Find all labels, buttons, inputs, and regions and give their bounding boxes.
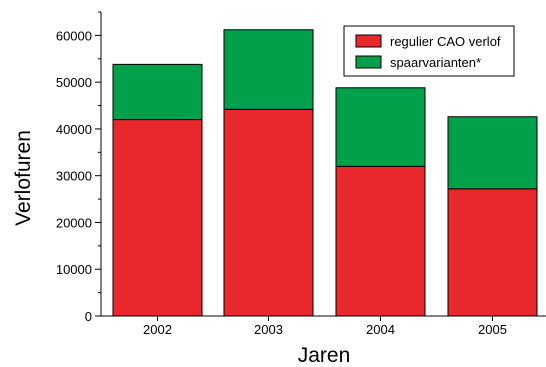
legend-label-spaar: spaarvarianten* <box>390 55 481 70</box>
bar-2002-regulier <box>112 119 203 317</box>
x-tick-label-2004: 2004 <box>366 322 395 337</box>
y-ticks-group: 0 10000 20000 30000 40000 50000 60000 <box>56 11 101 324</box>
bar-2004-spaarvarianten <box>335 87 426 167</box>
legend: regulier CAO verlof spaarvarianten* <box>343 25 515 77</box>
y-tick-label-40000: 40000 <box>56 122 92 137</box>
y-tick-label-0: 0 <box>85 309 92 324</box>
bar-2005-regulier <box>447 188 538 317</box>
legend-swatch-regulier <box>355 34 382 48</box>
bar-2002-spaarvarianten <box>112 63 203 121</box>
x-tick-label-2005: 2005 <box>478 322 507 337</box>
y-tick-label-60000: 60000 <box>56 28 92 43</box>
legend-label-regulier: regulier CAO verlof <box>390 34 501 49</box>
axes-group <box>100 12 546 317</box>
bar-2003-regulier <box>223 108 314 317</box>
x-axis-title: Jaren <box>298 344 351 367</box>
y-tick-label-50000: 50000 <box>56 75 92 90</box>
y-tick-label-20000: 20000 <box>56 215 92 230</box>
x-tick-label-2003: 2003 <box>254 322 283 337</box>
y-tick-label-10000: 10000 <box>56 262 92 277</box>
x-tick-label-2002: 2002 <box>143 322 172 337</box>
bar-2003-spaarvarianten <box>223 29 314 110</box>
bar-2005-spaarvarianten <box>447 116 538 190</box>
legend-swatch-spaar <box>355 55 382 69</box>
bar-2004-regulier <box>335 165 426 317</box>
y-axis-title: Verlofuren <box>12 130 35 226</box>
x-ticks-group: 2002 2003 2004 2005 <box>143 316 507 337</box>
bars-group <box>112 29 538 317</box>
y-tick-label-30000: 30000 <box>56 169 92 184</box>
